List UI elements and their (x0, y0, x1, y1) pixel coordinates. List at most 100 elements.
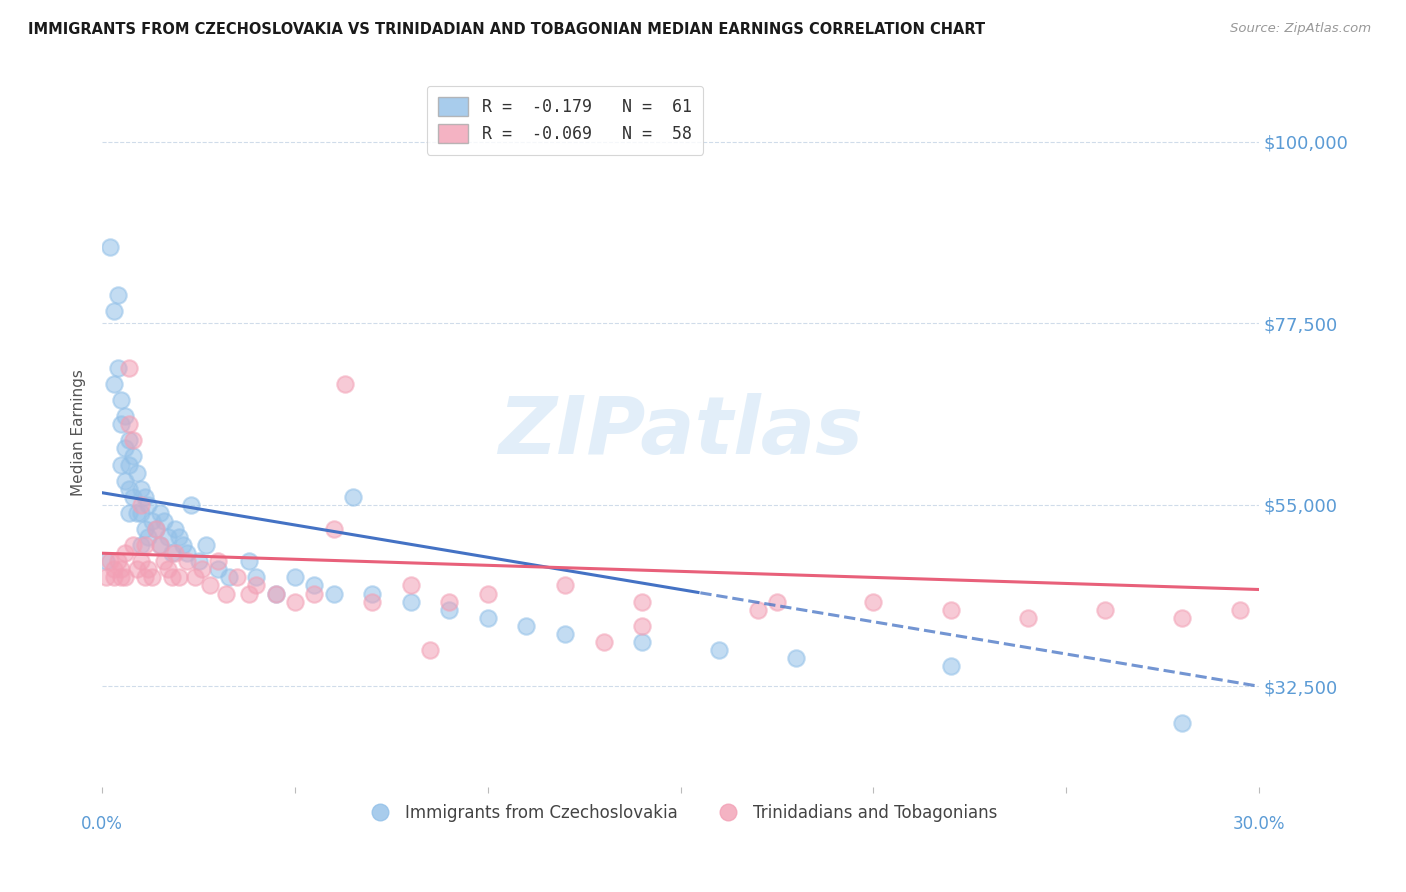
Point (785, 651, 807, 665)
Point (399, 594, 422, 608)
Point (134, 522, 156, 536)
Point (245, 578, 267, 592)
Point (399, 578, 422, 592)
Point (361, 586, 384, 600)
Point (129, 482, 152, 496)
Point (107, 360, 129, 375)
Point (138, 562, 160, 576)
Point (554, 627, 576, 641)
Text: ZIPatlas: ZIPatlas (498, 393, 863, 471)
Point (207, 554, 229, 568)
Point (169, 570, 191, 584)
Point (122, 538, 145, 552)
Point (207, 562, 229, 576)
Point (114, 570, 136, 584)
Point (110, 570, 132, 584)
Point (1094, 602, 1116, 616)
Point (939, 602, 962, 616)
Point (238, 586, 260, 600)
Point (169, 530, 191, 544)
Point (118, 482, 141, 496)
Point (180, 498, 202, 512)
Point (862, 594, 884, 608)
Point (141, 570, 163, 584)
Point (214, 586, 236, 600)
Point (766, 594, 789, 608)
Point (939, 659, 962, 673)
Point (129, 554, 152, 568)
Point (554, 578, 576, 592)
Point (134, 570, 156, 584)
Point (176, 554, 198, 568)
Point (176, 546, 198, 560)
Point (122, 450, 145, 464)
Point (98, 240, 121, 254)
Point (110, 392, 132, 407)
Point (172, 538, 194, 552)
Point (118, 417, 141, 432)
Point (149, 506, 172, 520)
Point (103, 570, 125, 584)
Point (129, 498, 152, 512)
Point (138, 530, 160, 544)
Point (1017, 611, 1039, 625)
Point (477, 611, 499, 625)
Point (145, 522, 167, 536)
Point (439, 594, 461, 608)
Point (342, 490, 364, 504)
Point (419, 643, 441, 657)
Point (156, 562, 179, 576)
Point (118, 434, 141, 448)
Point (245, 570, 267, 584)
Point (195, 538, 218, 552)
Point (515, 619, 537, 633)
Point (122, 490, 145, 504)
Point (1171, 611, 1194, 625)
Point (191, 562, 214, 576)
Point (304, 586, 326, 600)
Text: 30.0%: 30.0% (1233, 815, 1285, 833)
Point (103, 304, 125, 318)
Point (110, 458, 132, 472)
Point (110, 562, 132, 576)
Point (322, 586, 344, 600)
Point (264, 586, 287, 600)
Point (141, 514, 163, 528)
Point (1229, 602, 1251, 616)
Point (238, 554, 260, 568)
Point (187, 554, 209, 568)
Point (134, 538, 156, 552)
Point (103, 562, 125, 576)
Point (1171, 715, 1194, 730)
Point (184, 570, 207, 584)
Point (304, 578, 326, 592)
Point (118, 360, 141, 375)
Point (264, 586, 287, 600)
Point (129, 506, 152, 520)
Point (98, 554, 121, 568)
Point (165, 546, 187, 560)
Point (156, 530, 179, 544)
Point (122, 434, 145, 448)
Text: Source: ZipAtlas.com: Source: ZipAtlas.com (1230, 22, 1371, 36)
Point (114, 546, 136, 560)
Point (160, 570, 183, 584)
Legend: Immigrants from Czechoslovakia, Trinidadians and Tobagonians: Immigrants from Czechoslovakia, Trinidad… (357, 797, 1004, 829)
Point (125, 562, 148, 576)
Point (129, 538, 152, 552)
Point (592, 635, 614, 649)
Point (322, 522, 344, 536)
Point (107, 288, 129, 302)
Text: 0.0%: 0.0% (82, 815, 124, 833)
Point (218, 570, 240, 584)
Point (118, 506, 141, 520)
Point (361, 594, 384, 608)
Point (198, 578, 221, 592)
Point (138, 498, 160, 512)
Point (125, 506, 148, 520)
Point (118, 458, 141, 472)
Point (477, 586, 499, 600)
Point (153, 514, 176, 528)
Text: IMMIGRANTS FROM CZECHOSLOVAKIA VS TRINIDADIAN AND TOBAGONIAN MEDIAN EARNINGS COR: IMMIGRANTS FROM CZECHOSLOVAKIA VS TRINID… (28, 22, 986, 37)
Point (94, 554, 117, 568)
